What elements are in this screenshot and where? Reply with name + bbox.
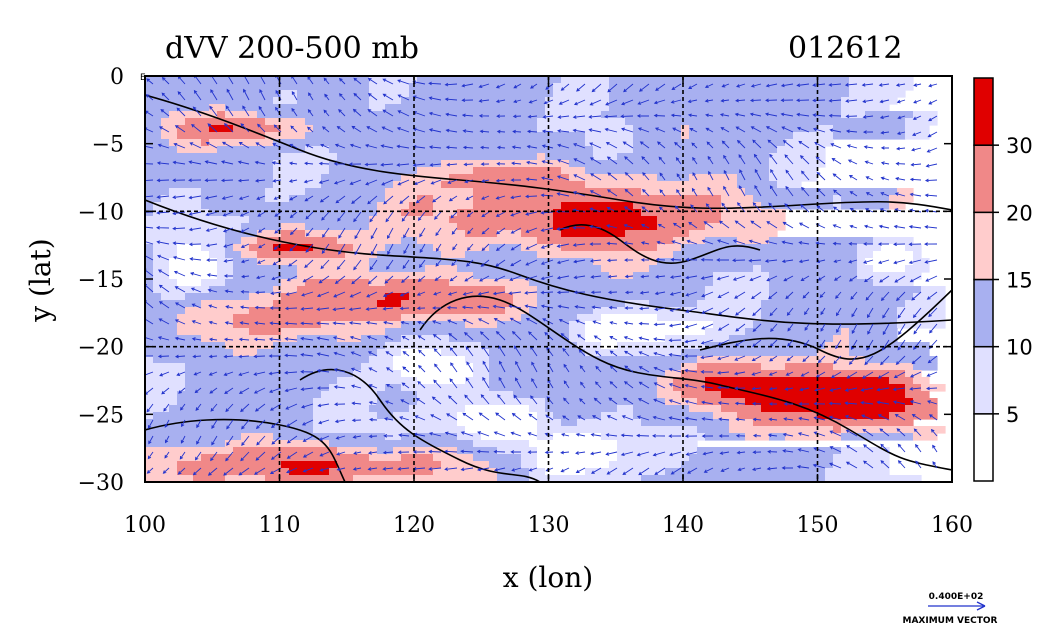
contour-line (145, 418, 346, 482)
x-tick-label: 130 (528, 513, 570, 538)
vector-legend-arrowhead (976, 601, 986, 611)
contour-line (145, 199, 952, 325)
vector-legend-value: 0.400E+02 (929, 592, 984, 602)
colorbar-swatch (973, 144, 994, 214)
y-tick-label: −5 (92, 133, 124, 158)
y-tick-label: 0 (110, 65, 124, 90)
x-tick-label: 160 (931, 513, 973, 538)
x-tick-label: 100 (124, 513, 166, 538)
x-axis: 100 110 120 130 140 150 160 (124, 76, 973, 538)
y-axis: 0 −5 −10 −15 −20 −25 −30 (78, 65, 952, 496)
colorbar-swatch (973, 278, 994, 348)
y-tick-label: −10 (78, 200, 124, 225)
x-tick-label: 120 (393, 513, 435, 538)
y-tick-label: −25 (78, 403, 124, 428)
grid-lines (145, 76, 952, 482)
colorbar-label: 30 (1006, 134, 1033, 158)
colorbar-swatch (973, 413, 994, 482)
colorbar: 5 10 15 20 30 (973, 77, 1033, 482)
colorbar-swatch (973, 211, 994, 281)
y-tick-label: −20 (78, 336, 124, 361)
vector-field (145, 76, 938, 476)
x-axis-label: x (lon) (503, 561, 593, 594)
colorbar-label: 20 (1006, 201, 1033, 225)
chart-title: dVV 200-500 mb (165, 31, 419, 66)
colorbar-label: 5 (1006, 403, 1019, 427)
y-axis-label: y (lat) (24, 238, 57, 322)
vector-legend-label: MAXIMUM VECTOR (902, 616, 997, 626)
y-tick-label: −30 (78, 471, 124, 496)
contour-line (699, 289, 952, 360)
colorbar-label: 15 (1006, 269, 1033, 293)
vector-legend: 0.400E+02 MAXIMUM VECTOR (902, 592, 997, 626)
wind-vectors (145, 76, 938, 476)
x-tick-label: 110 (259, 513, 301, 538)
corner-mark: E (140, 73, 146, 83)
contour-line (145, 94, 952, 211)
contour-line (419, 295, 952, 471)
date-label: 012612 (788, 31, 903, 66)
colorbar-swatch (973, 77, 994, 146)
x-tick-label: 140 (662, 513, 704, 538)
colorbar-label: 10 (1006, 336, 1033, 360)
x-tick-label: 150 (797, 513, 839, 538)
y-tick-label: −15 (78, 268, 124, 293)
colorbar-swatch (973, 345, 994, 415)
